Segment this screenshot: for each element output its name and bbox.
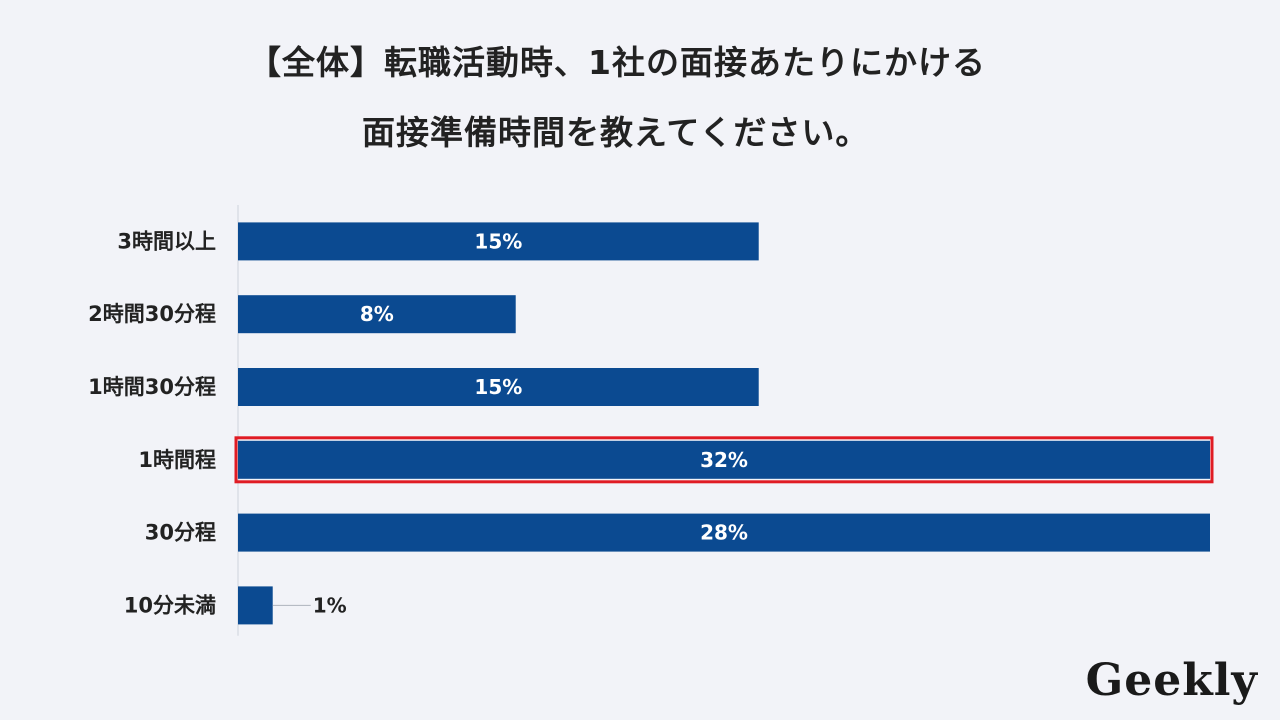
data-label: 28% xyxy=(700,521,748,545)
category-label: 1時間程 xyxy=(138,448,216,472)
data-label: 32% xyxy=(700,448,748,472)
data-label: 15% xyxy=(474,229,522,253)
bar xyxy=(238,513,1210,552)
data-label: 15% xyxy=(474,375,522,399)
bar xyxy=(238,368,759,406)
category-label: 30分程 xyxy=(145,521,216,545)
category-label: 1時間30分程 xyxy=(88,375,216,399)
chart-title-line-1: 【全体】転職活動時、1社の面接あたりにかける xyxy=(248,43,986,82)
bar xyxy=(238,586,273,625)
category-label: 3時間以上 xyxy=(117,229,216,253)
highlight-outline xyxy=(234,436,1214,484)
bar xyxy=(238,295,516,334)
data-label: 1% xyxy=(313,593,347,617)
category-label: 10分未満 xyxy=(124,593,216,617)
bar xyxy=(238,222,759,261)
bar xyxy=(238,440,1210,479)
chart-title-line-2: 面接準備時間を教えてください。 xyxy=(362,113,870,152)
category-label: 2時間30分程 xyxy=(88,302,216,326)
geekly-logo: Geekly xyxy=(1085,655,1258,706)
data-label: 8% xyxy=(360,302,394,326)
